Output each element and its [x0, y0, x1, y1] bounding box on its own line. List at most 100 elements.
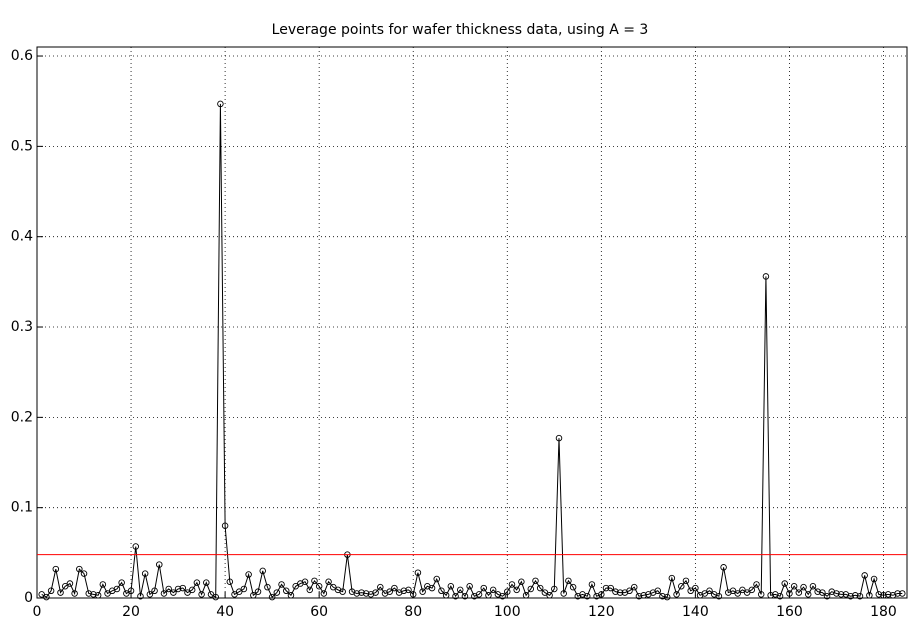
data-point: [174, 585, 182, 593]
data-point: [635, 592, 643, 600]
data-point: [141, 570, 149, 577]
data-point: [358, 589, 365, 596]
data-point: [57, 589, 64, 596]
data-point: [663, 593, 671, 601]
data-point: [659, 592, 666, 600]
data-point: [268, 593, 276, 601]
data-point: [489, 586, 497, 594]
data-point: [207, 591, 215, 598]
data-point: [433, 575, 440, 583]
data-point: [894, 590, 901, 597]
data-point: [616, 589, 624, 596]
data-point: [311, 577, 318, 585]
data-point: [748, 586, 756, 594]
data-point: [405, 586, 412, 594]
x-tick-label: 160: [776, 604, 803, 620]
data-point: [884, 591, 892, 598]
data-point: [94, 592, 102, 599]
x-tick-label: 20: [122, 604, 140, 620]
data-point: [221, 522, 229, 529]
data-point: [320, 590, 328, 597]
data-point: [602, 584, 610, 592]
data-point: [687, 587, 694, 595]
data-point: [880, 592, 887, 599]
data-point: [847, 592, 854, 600]
data-point: [569, 583, 577, 591]
chart-title: Leverage points for wafer thickness data…: [272, 22, 649, 38]
x-tick-label: 140: [682, 604, 709, 620]
data-point: [414, 569, 422, 576]
x-tick-label: 80: [404, 604, 422, 620]
data-point: [85, 590, 92, 597]
data-point: [362, 590, 370, 597]
x-tick-label: 0: [33, 604, 42, 620]
data-point: [80, 570, 88, 577]
data-point: [598, 591, 605, 598]
data-point: [372, 589, 379, 596]
data-point: [701, 590, 709, 597]
data-point: [504, 588, 511, 595]
data-point: [165, 585, 172, 593]
data-point: [231, 591, 238, 598]
data-point: [160, 590, 168, 597]
data-point: [38, 591, 45, 598]
data-point: [132, 543, 140, 550]
data-point: [353, 590, 361, 597]
data-point: [583, 592, 591, 600]
data-point: [306, 586, 314, 594]
data-point: [767, 592, 774, 599]
data-point: [282, 587, 290, 595]
data-point: [193, 579, 201, 586]
data-point: [837, 591, 845, 598]
data-point: [508, 581, 516, 588]
x-tick-label: 120: [588, 604, 615, 620]
data-point: [52, 565, 60, 573]
data-point: [673, 591, 680, 598]
data-point: [179, 584, 187, 592]
data-point: [325, 578, 332, 585]
data-point: [527, 585, 535, 593]
data-point: [273, 589, 281, 596]
x-tick-label: 60: [310, 604, 328, 620]
data-point: [682, 577, 690, 585]
data-point: [198, 591, 205, 598]
x-tick-label: 100: [494, 604, 521, 620]
data-point: [475, 591, 483, 598]
data-point: [795, 589, 803, 596]
data-point: [456, 586, 464, 594]
data-point: [123, 590, 130, 597]
data-point: [61, 583, 69, 590]
data-point: [386, 588, 393, 595]
data-point: [739, 586, 746, 594]
data-point: [339, 588, 346, 595]
data-point: [127, 587, 135, 595]
data-point: [776, 592, 784, 600]
data-point: [804, 591, 812, 598]
data-point: [315, 583, 323, 590]
data-point: [235, 588, 243, 595]
data-point: [678, 583, 685, 590]
data-point: [76, 565, 83, 573]
data-point: [852, 592, 859, 599]
data-point: [786, 590, 793, 597]
data-point: [692, 584, 699, 592]
data-point: [254, 588, 262, 595]
data-point: [565, 577, 572, 585]
data-point: [551, 585, 558, 593]
data-point: [151, 587, 158, 595]
data-point: [250, 592, 257, 599]
data-point: [866, 592, 873, 599]
data-point: [452, 592, 459, 600]
y-tick-label: 0.6: [11, 48, 33, 64]
y-tick-label: 0.1: [11, 500, 33, 516]
data-point: [762, 273, 770, 280]
data-point: [729, 587, 737, 595]
data-point: [706, 587, 713, 595]
data-point: [781, 580, 788, 587]
data-point: [499, 592, 506, 600]
data-point: [461, 592, 469, 600]
data-point: [245, 571, 252, 578]
data-point: [800, 583, 807, 591]
data-point: [240, 585, 248, 593]
